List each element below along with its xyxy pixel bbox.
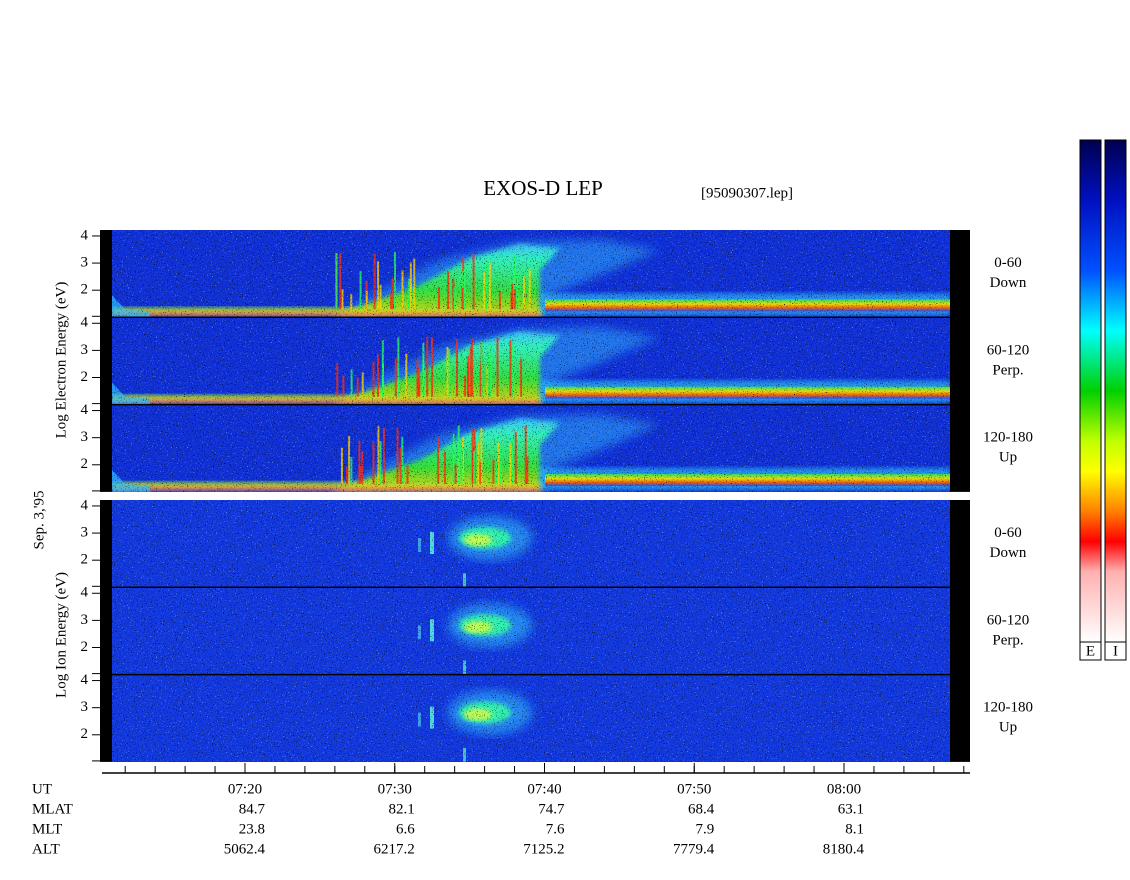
- ephemeris-value: 82.1: [389, 801, 415, 817]
- ephemeris-value: 8.1: [845, 821, 864, 837]
- spectrogram: [112, 317, 950, 405]
- date-label: Sep. 3,'95: [31, 491, 47, 550]
- row-label: MLT: [32, 821, 62, 837]
- ephemeris-value: 7.9: [696, 821, 715, 837]
- colorbar-label-box: [1079, 641, 1102, 661]
- row-label: ALT: [32, 841, 60, 857]
- y-axis-label: Log Ion Energy (eV): [53, 572, 69, 698]
- y-tick-label: 3: [81, 612, 89, 628]
- y-tick-label: 2: [81, 369, 89, 385]
- axes: 4 3 2 0-60 Down 4 3 2 60-120 Perp. 4 3 2 120-180 Up 4 3 2…: [32, 227, 1033, 857]
- y-tick-label: 4: [81, 672, 89, 688]
- ephemeris-value: 63.1: [838, 801, 864, 817]
- x-tick-label: 07:30: [378, 781, 412, 797]
- ephemeris-value: 7.6: [546, 821, 565, 837]
- dark-specks: [112, 230, 950, 318]
- title: EXOS-D LEP: [483, 176, 603, 200]
- pitch-label: 120-180: [983, 430, 1033, 446]
- x-tick-label: 07:40: [527, 781, 561, 797]
- ephemeris-value: 5062.4: [224, 841, 266, 857]
- pitch-label: 0-60: [994, 525, 1022, 541]
- colorbars: E I: [1079, 139, 1127, 661]
- y-tick-label: 4: [81, 227, 89, 243]
- y-tick-label: 2: [81, 552, 89, 568]
- direction-label: Down: [990, 275, 1027, 291]
- x-tick-label: 07:50: [677, 781, 711, 797]
- direction-label: Perp.: [992, 632, 1023, 648]
- spectrogram: [112, 587, 950, 675]
- y-tick-label: 4: [81, 497, 89, 513]
- spectrogram: [112, 500, 950, 588]
- row-label: UT: [32, 781, 52, 797]
- y-tick-label: 2: [81, 726, 89, 742]
- file-name: [95090307.lep]: [701, 185, 793, 201]
- row-label: MLAT: [32, 801, 73, 817]
- y-tick-label: 3: [81, 525, 89, 541]
- y-tick-label: 3: [81, 429, 89, 445]
- y-tick-label: 4: [81, 315, 89, 331]
- ephemeris-value: 84.7: [239, 801, 266, 817]
- y-axis-label: Log Electron Energy (eV): [53, 282, 69, 439]
- spectrogram-body: [112, 587, 950, 675]
- ephemeris-value: 7125.2: [523, 841, 564, 857]
- y-tick-label: 4: [81, 585, 89, 601]
- y-tick-label: 2: [81, 456, 89, 472]
- ephemeris-value: 23.8: [239, 821, 265, 837]
- colorbar-label: E: [1086, 643, 1095, 659]
- ephemeris-value: 68.4: [688, 801, 715, 817]
- ephemeris-value: 74.7: [538, 801, 565, 817]
- spectrogram-body: [112, 230, 950, 318]
- colorbar-label-box: [1104, 641, 1127, 661]
- y-tick-label: 3: [81, 342, 89, 358]
- spectrogram-body: [112, 317, 950, 405]
- spectrogram-body: [112, 500, 950, 588]
- spectrogram: [112, 404, 950, 492]
- spectrogram-body: [112, 674, 950, 762]
- dark-specks: [112, 587, 950, 675]
- spectrogram: [112, 230, 950, 318]
- colorbar: [1079, 139, 1102, 643]
- dark-specks: [112, 500, 950, 588]
- ephemeris-value: 7779.4: [673, 841, 715, 857]
- colorbar: [1104, 139, 1127, 643]
- direction-label: Up: [999, 450, 1017, 466]
- spectrogram-body: [112, 404, 950, 492]
- dark-specks: [112, 674, 950, 762]
- y-tick-label: 2: [81, 639, 89, 655]
- x-tick-label: 07:20: [228, 781, 262, 797]
- x-tick-label: 08:00: [827, 781, 861, 797]
- direction-label: Up: [999, 720, 1017, 736]
- pitch-label: 60-120: [987, 612, 1030, 628]
- pitch-label: 0-60: [994, 255, 1022, 271]
- spectrogram: [112, 674, 950, 762]
- ephemeris-value: 6.6: [396, 821, 415, 837]
- pitch-label: 60-120: [987, 342, 1030, 358]
- spectrograms: [100, 230, 970, 762]
- pitch-label: 120-180: [983, 700, 1033, 716]
- colorbar-label: I: [1113, 643, 1118, 659]
- direction-label: Down: [990, 545, 1027, 561]
- dark-specks: [112, 317, 950, 405]
- y-tick-label: 3: [81, 255, 89, 271]
- dark-specks: [112, 404, 950, 492]
- ephemeris-value: 6217.2: [374, 841, 415, 857]
- y-tick-label: 2: [81, 282, 89, 298]
- y-tick-label: 3: [81, 699, 89, 715]
- direction-label: Perp.: [992, 362, 1023, 378]
- ephemeris-value: 8180.4: [823, 841, 865, 857]
- y-tick-label: 4: [81, 402, 89, 418]
